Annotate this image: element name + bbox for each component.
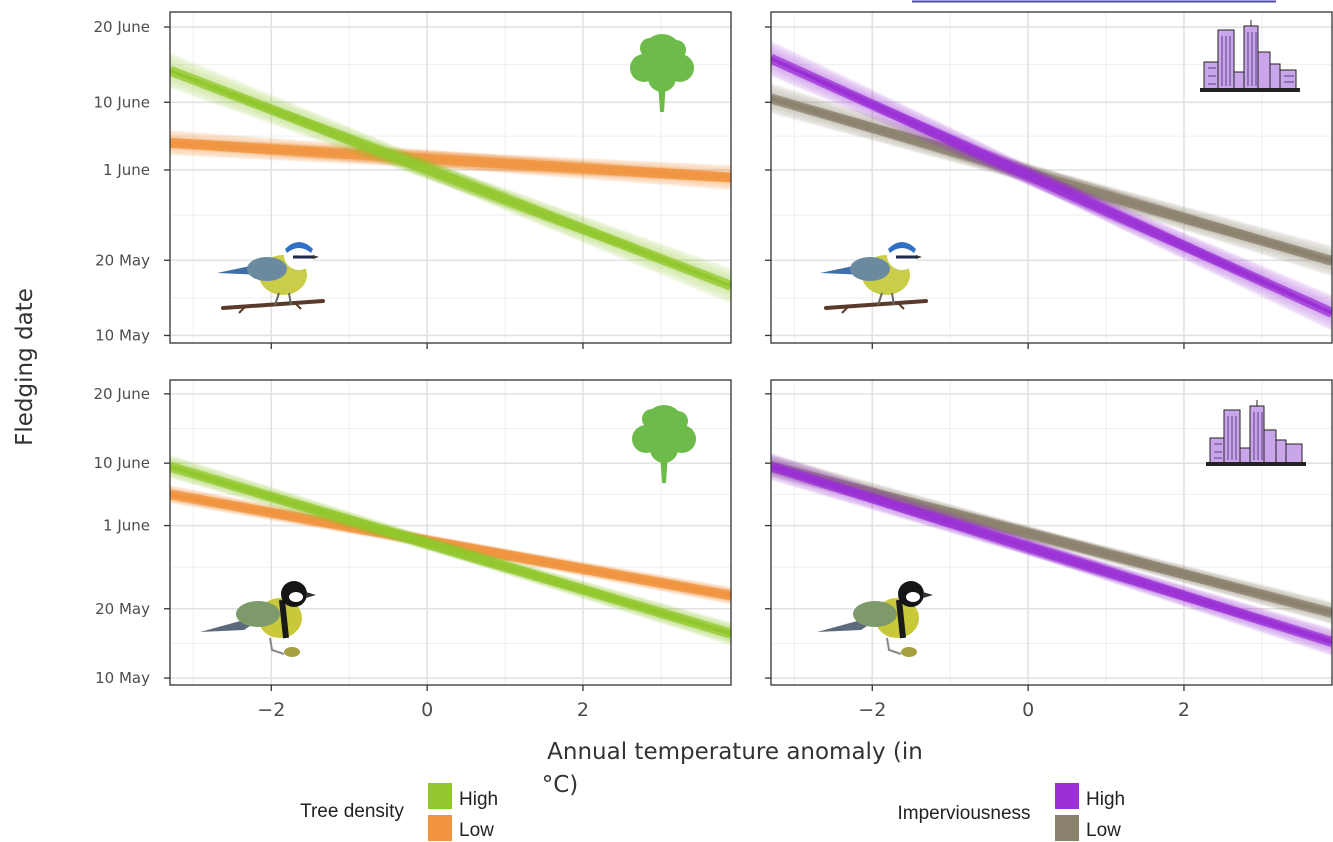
city-icon <box>1206 400 1306 466</box>
series-low <box>771 454 1332 625</box>
x-tick-label: 0 <box>421 699 433 721</box>
legend-title: Imperviousness <box>897 803 1030 824</box>
panel-great-tit-tree-density: 10 May 20 May 1 June 10 June 20 June −2 0 2 <box>93 379 732 721</box>
legend-swatch-low <box>428 815 452 841</box>
y-tick-label: 20 May <box>95 600 150 618</box>
series-high <box>170 52 731 305</box>
legend-label-low: Low <box>1086 820 1121 841</box>
legend-swatch-high <box>1055 783 1079 809</box>
great-tit-icon <box>200 581 316 657</box>
panel-data <box>771 40 1332 332</box>
series-mean-line <box>771 93 1332 266</box>
series-mean-line <box>170 66 731 291</box>
x-axis-title-line2: °C) <box>542 772 579 798</box>
series-line <box>170 137 731 168</box>
panel-great-tit-imperviousness: −2 0 2 <box>765 379 1333 721</box>
series-line <box>170 146 731 190</box>
panel-ticks: −2 0 2 <box>765 393 1190 721</box>
tree-icon <box>630 34 694 112</box>
legend-swatch-low <box>1055 815 1079 841</box>
city-icon <box>1200 20 1300 92</box>
y-tick-label: 10 May <box>95 669 150 687</box>
x-tick-label: 2 <box>577 699 589 721</box>
panel-grid <box>170 12 731 343</box>
y-tick-label: 20 June <box>93 18 150 36</box>
panel-data <box>771 452 1332 657</box>
y-tick-label: 10 June <box>93 454 150 472</box>
series-mean-line <box>771 54 1332 318</box>
legend-imperviousness: Imperviousness High Low <box>897 783 1125 841</box>
y-tick-label: 20 May <box>95 251 150 269</box>
series-high <box>170 454 731 646</box>
y-tick-label: 1 June <box>103 517 150 535</box>
blue-tit-icon <box>217 240 325 314</box>
series-line <box>170 137 731 167</box>
series-low <box>771 82 1332 277</box>
panel-data <box>170 52 731 305</box>
series-mean-line <box>771 461 1332 647</box>
legend-label-high: High <box>459 789 498 810</box>
panel-border <box>770 379 1333 686</box>
panel-border <box>169 11 732 344</box>
series-high <box>771 40 1332 332</box>
x-tick-label: −2 <box>257 699 285 721</box>
panel-border <box>169 379 732 686</box>
panel-data <box>170 454 731 646</box>
x-tick-label: −2 <box>858 699 886 721</box>
series-mean-line <box>170 137 731 183</box>
legend-label-low: Low <box>459 820 494 841</box>
y-tick-label: 10 June <box>93 93 150 111</box>
tree-icon <box>632 405 696 483</box>
legend-swatch-high <box>428 783 452 809</box>
panel-ticks: 10 May 20 May 1 June 10 June 20 June <box>93 18 584 349</box>
panel-blue-tit-imperviousness <box>765 11 1333 349</box>
series-line <box>170 129 731 175</box>
series-line <box>170 153 731 183</box>
series-line <box>170 145 731 190</box>
series-line <box>170 130 731 175</box>
legend-label-high: High <box>1086 789 1125 810</box>
legend-title: Tree density <box>300 801 404 822</box>
y-tick-label: 10 May <box>95 326 150 344</box>
panel-blue-tit-tree-density: 10 May 20 May 1 June 10 June 20 June <box>93 11 732 349</box>
series-mean-line <box>771 461 1332 618</box>
x-tick-label: 0 <box>1022 699 1034 721</box>
series-line <box>170 152 731 183</box>
series-line <box>170 131 731 175</box>
blue-tit-icon <box>820 240 928 314</box>
y-tick-label: 20 June <box>93 385 150 403</box>
series-line <box>170 146 731 191</box>
x-axis-title-line1: Annual temperature anomaly (in <box>547 739 923 765</box>
x-tick-label: 2 <box>1178 699 1190 721</box>
panel-ticks: 10 May 20 May 1 June 10 June 20 June −2 0 2 <box>93 385 589 721</box>
panel-ticks <box>765 26 1185 349</box>
series-high <box>771 452 1332 657</box>
y-axis-title: Fledging date <box>12 288 38 446</box>
panel-border <box>770 11 1333 344</box>
legend-tree-density: Tree density High Low <box>300 783 498 841</box>
y-tick-label: 1 June <box>103 161 150 179</box>
series-mean-line <box>170 461 731 639</box>
great-tit-icon <box>817 581 933 657</box>
series-low <box>170 129 731 191</box>
